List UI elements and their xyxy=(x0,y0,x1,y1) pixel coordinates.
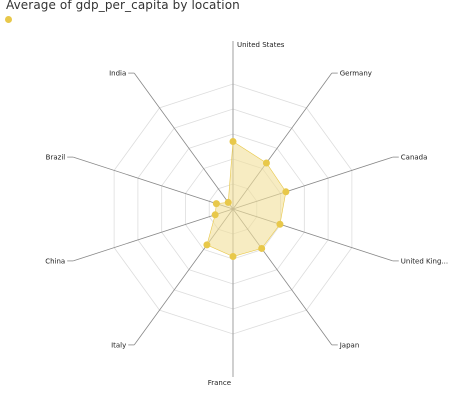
data-point-3[interactable] xyxy=(276,220,284,228)
data-point-1[interactable] xyxy=(262,159,270,167)
data-point-5[interactable] xyxy=(229,253,237,260)
data-point-0[interactable] xyxy=(229,138,237,145)
axis-label: China xyxy=(45,257,65,265)
data-point-7[interactable] xyxy=(211,211,219,219)
axis-label: France xyxy=(208,379,231,387)
series-area xyxy=(206,140,287,257)
axis-label: India xyxy=(109,70,126,78)
chart-title: Average of gdp_per_capita by location xyxy=(6,0,240,12)
axis-spoke xyxy=(73,208,234,262)
radar-points xyxy=(203,138,290,260)
axis-label: Canada xyxy=(401,154,428,162)
data-point-9[interactable] xyxy=(224,198,232,206)
radar-labels: United States Germany Canada United King...… xyxy=(45,41,448,387)
radar-area xyxy=(206,140,287,257)
axis-label: Japan xyxy=(339,341,360,349)
data-point-2[interactable] xyxy=(282,188,290,196)
axis-label: Germany xyxy=(340,70,372,78)
data-point-6[interactable] xyxy=(203,241,211,249)
legend-marker xyxy=(5,16,12,23)
data-point-4[interactable] xyxy=(258,244,266,252)
axis-label: United King... xyxy=(401,257,448,265)
axis-spoke xyxy=(133,72,234,210)
axis-label: Brazil xyxy=(46,154,66,162)
axis-spoke xyxy=(73,156,234,210)
axis-label: United States xyxy=(237,41,285,49)
data-point-8[interactable] xyxy=(212,200,220,208)
axis-label: Italy xyxy=(111,341,126,349)
